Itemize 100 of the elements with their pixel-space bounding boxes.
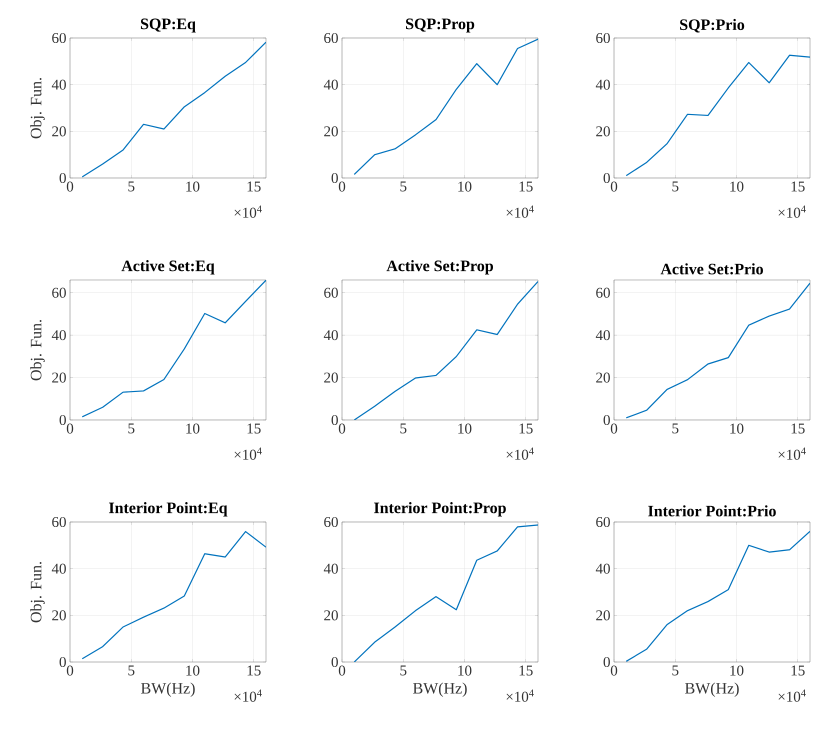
x-tick-label: 5 bbox=[400, 424, 406, 434]
line-series bbox=[354, 524, 538, 662]
y-tick-label: 0 bbox=[604, 656, 610, 668]
chart-title: SQP:Eq bbox=[140, 18, 196, 32]
text: ×10$^{4}$ bbox=[234, 448, 262, 460]
line-series bbox=[354, 38, 538, 176]
y-tick-label: 60 bbox=[324, 32, 338, 44]
y-tick-label: 40 bbox=[596, 330, 610, 340]
text: ×10$^{4}$ bbox=[778, 690, 806, 702]
text: ×10$^{4}$ bbox=[234, 206, 262, 218]
y-tick-label: 40 bbox=[52, 80, 66, 90]
y-tick-label: 0 bbox=[332, 656, 338, 668]
chart-title: Interior Point:Prop bbox=[374, 502, 506, 516]
x-tick-label: 15 bbox=[792, 424, 805, 434]
y-tick-label: 60 bbox=[596, 288, 610, 298]
text: ×10$^{4}$ bbox=[506, 206, 534, 218]
x-tick-label: 5 bbox=[128, 424, 134, 434]
y-axis-title: Obj. Fun. bbox=[30, 78, 45, 138]
x-tick-label: 10 bbox=[730, 182, 744, 192]
y-axis-title: Obj. Fun. bbox=[30, 320, 45, 380]
y-tick-label: 0 bbox=[60, 656, 66, 668]
y-tick-label: 60 bbox=[324, 516, 338, 528]
x-tick-label: 15 bbox=[248, 424, 261, 434]
y-tick-label: 60 bbox=[52, 516, 66, 528]
y-tick-label: 40 bbox=[596, 80, 610, 90]
y-tick-label: 20 bbox=[52, 372, 66, 383]
text: ×10$^{4}$ bbox=[778, 448, 806, 460]
x-tick-label: 10 bbox=[458, 424, 472, 434]
x-tick-label: 5 bbox=[400, 182, 406, 192]
x-tick-label: 15 bbox=[520, 666, 533, 676]
x-tick-label: 10 bbox=[730, 424, 744, 434]
chart-title: Active Set:Prop bbox=[386, 260, 494, 274]
y-tick-label: 0 bbox=[60, 172, 66, 184]
y-tick-label: 0 bbox=[604, 172, 610, 184]
x-axis-title: BW(Hz) bbox=[141, 682, 195, 697]
y-tick-label: 20 bbox=[324, 372, 338, 383]
x-axis-title: BW(Hz) bbox=[685, 682, 739, 697]
line-series bbox=[82, 530, 266, 660]
chart-title: SQP:Prop bbox=[406, 18, 474, 32]
line-series bbox=[626, 54, 810, 176]
x-tick-label: 5 bbox=[128, 666, 134, 676]
y-tick-label: 20 bbox=[596, 126, 610, 136]
x-tick-label: 0 bbox=[338, 666, 346, 676]
y-tick-label: 40 bbox=[324, 564, 338, 574]
y-tick-label: 60 bbox=[52, 288, 66, 298]
y-tick-label: 40 bbox=[324, 80, 338, 90]
x-tick-label: 0 bbox=[338, 182, 346, 192]
x-tick-label: 0 bbox=[610, 666, 618, 676]
y-tick-label: 60 bbox=[596, 32, 610, 44]
chart-title: Interior Point:Prio bbox=[648, 505, 776, 516]
line-series bbox=[626, 530, 810, 662]
x-tick-label: 0 bbox=[610, 424, 618, 434]
x-tick-label: 10 bbox=[186, 182, 200, 192]
x-tick-label: 10 bbox=[186, 666, 200, 676]
x-tick-label: 5 bbox=[400, 666, 406, 676]
x-tick-label: 0 bbox=[66, 182, 74, 192]
line-series bbox=[82, 280, 266, 418]
x-tick-label: 0 bbox=[338, 424, 346, 434]
x-axis-title: BW(Hz) bbox=[413, 682, 467, 697]
chart-title: SQP:Prio bbox=[680, 18, 744, 32]
y-tick-label: 20 bbox=[324, 126, 338, 136]
x-tick-label: 0 bbox=[610, 182, 618, 192]
y-tick-label: 60 bbox=[52, 32, 66, 44]
x-tick-label: 5 bbox=[672, 182, 678, 192]
y-tick-label: 0 bbox=[604, 414, 610, 426]
y-tick-label: 60 bbox=[596, 516, 610, 528]
chart-title: Active Set:Prio bbox=[660, 263, 763, 274]
y-tick-label: 40 bbox=[324, 330, 338, 340]
y-tick-label: 20 bbox=[596, 372, 610, 383]
y-tick-label: 20 bbox=[52, 126, 66, 136]
x-tick-label: 15 bbox=[520, 424, 533, 434]
text: ×10$^{4}$ bbox=[506, 690, 534, 702]
text: ×10$^{4}$ bbox=[234, 690, 262, 702]
x-tick-label: 15 bbox=[792, 182, 805, 192]
y-axis-title: Obj. Fun. bbox=[30, 562, 45, 622]
x-tick-label: 0 bbox=[66, 666, 74, 676]
x-tick-label: 15 bbox=[248, 182, 261, 192]
y-tick-label: 20 bbox=[596, 610, 610, 620]
y-tick-label: 0 bbox=[332, 414, 338, 426]
text: ×10$^{4}$ bbox=[778, 206, 806, 218]
chart-title: Interior Point:Eq bbox=[108, 502, 228, 516]
line-series bbox=[82, 42, 266, 178]
x-tick-label: 10 bbox=[186, 424, 200, 434]
y-tick-label: 40 bbox=[52, 564, 66, 574]
x-tick-label: 15 bbox=[520, 182, 533, 192]
y-tick-label: 60 bbox=[324, 288, 338, 298]
y-tick-label: 20 bbox=[324, 610, 338, 620]
x-tick-label: 5 bbox=[672, 424, 678, 434]
x-tick-label: 15 bbox=[792, 666, 805, 676]
chart-title: Active Set:Eq bbox=[121, 260, 215, 274]
y-tick-label: 20 bbox=[52, 610, 66, 620]
x-tick-label: 10 bbox=[458, 666, 472, 676]
text: ×10$^{4}$ bbox=[506, 448, 534, 460]
line-series bbox=[626, 282, 810, 418]
x-tick-label: 5 bbox=[128, 182, 134, 192]
y-tick-label: 40 bbox=[596, 564, 610, 574]
x-tick-label: 0 bbox=[66, 424, 74, 434]
y-tick-label: 0 bbox=[60, 414, 66, 426]
x-tick-label: 10 bbox=[458, 182, 472, 192]
x-tick-label: 5 bbox=[672, 666, 678, 676]
